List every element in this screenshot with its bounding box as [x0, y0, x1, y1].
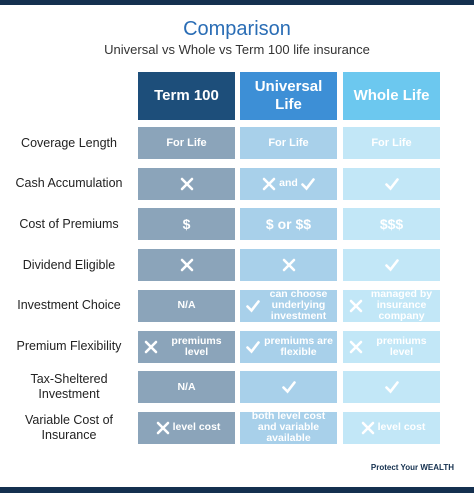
cell-text: $ or $$: [265, 215, 312, 232]
row-label: Dividend Eligible: [4, 249, 134, 281]
table-cell: $: [138, 208, 235, 241]
row-label: Tax-Sheltered Investment: [4, 371, 134, 403]
cell-text: level cost: [172, 421, 221, 434]
cell-text: both level cost and variable available: [251, 410, 326, 445]
check-icon: [281, 381, 296, 394]
cell-text: premiums are flexible: [264, 334, 333, 358]
column-header-text: Whole Life: [353, 87, 430, 104]
row-label-text: Dividend Eligible: [22, 257, 116, 272]
table-cell: level cost: [343, 411, 440, 444]
cell-text: $$$: [379, 215, 404, 232]
check-icon: [301, 177, 315, 191]
cell-text: For Life: [268, 136, 309, 149]
cell-text: level cost: [377, 421, 426, 434]
row-label-text: Variable Cost of Insurance: [24, 412, 113, 442]
logo: Protect Your WEALTH: [370, 463, 454, 472]
table-cell: [138, 167, 235, 200]
row-label: Investment Choice: [4, 290, 134, 322]
cross-icon: [349, 340, 363, 353]
check-icon: [384, 381, 399, 394]
cell-text: can choose underlying investment: [269, 288, 328, 323]
table-cell: level cost: [138, 411, 235, 444]
table-cell: and: [240, 167, 337, 200]
row-label: Cost of Premiums: [4, 208, 134, 240]
cross-icon: [180, 177, 193, 190]
cross-icon: [144, 340, 158, 353]
table-cell: N/A: [138, 289, 235, 322]
table-cell: For Life: [240, 127, 337, 159]
check-icon: [246, 340, 260, 353]
top-bar: [0, 0, 474, 5]
column-header-text: Term 100: [154, 87, 219, 104]
column-header-text: Universal Life: [254, 78, 323, 113]
table-cell: both level cost and variable available: [240, 410, 337, 445]
cross-icon: [349, 299, 363, 313]
row-label-text: Coverage Length: [21, 135, 117, 150]
check-icon: [384, 259, 399, 272]
row-label: Variable Cost of Insurance: [4, 412, 134, 444]
table-cell: [343, 167, 440, 200]
table-cell: For Life: [138, 127, 235, 159]
row-label: Coverage Length: [4, 127, 134, 159]
cell-text: managed by insurance company: [370, 288, 433, 323]
title: Comparison: [183, 18, 291, 40]
cell-text: premiums level: [376, 334, 427, 358]
row-label-text: Tax-Sheltered Investment: [30, 372, 108, 402]
check-icon: [246, 299, 260, 313]
column-header: Whole Life: [343, 72, 440, 120]
row-label: Cash Accumulation: [4, 168, 134, 200]
column-header: Universal Life: [240, 72, 337, 120]
table-cell: managed by insurance company: [343, 288, 440, 323]
row-label: Premium Flexibility: [4, 331, 134, 363]
cross-icon: [156, 421, 169, 435]
cell-text: and: [279, 177, 298, 190]
column-header: Term 100: [138, 72, 235, 120]
cross-icon: [282, 258, 295, 272]
table-cell: [240, 371, 337, 404]
table-cell: premiums level: [343, 330, 440, 363]
table-cell: [240, 249, 337, 282]
row-label-text: Cost of Premiums: [19, 216, 119, 231]
cell-text: $: [182, 215, 191, 232]
row-label-text: Investment Choice: [17, 298, 121, 313]
table-cell: [138, 249, 235, 282]
table-cell: For Life: [343, 127, 440, 159]
bottom-bar: [0, 487, 474, 493]
table-cell: [343, 249, 440, 282]
table-cell: premiums are flexible: [240, 330, 337, 363]
table-cell: can choose underlying investment: [240, 288, 337, 323]
cell-text: N/A: [177, 380, 196, 393]
cell-text: N/A: [177, 299, 196, 312]
cross-icon: [262, 177, 276, 190]
table-cell: N/A: [138, 371, 235, 404]
cell-text: For Life: [166, 136, 207, 149]
table-cell: $ or $$: [240, 208, 337, 241]
table-cell: premiums level: [138, 330, 235, 363]
table-cell: $$$: [343, 208, 440, 241]
row-label-text: Premium Flexibility: [16, 339, 122, 353]
row-label-text: Cash Accumulation: [15, 176, 123, 191]
cell-text: premiums level: [171, 334, 222, 358]
cell-text: For Life: [371, 136, 412, 149]
cross-icon: [180, 258, 193, 272]
cross-icon: [361, 421, 374, 435]
subtitle: Universal vs Whole vs Term 100 life insu…: [104, 42, 370, 57]
table-cell: [343, 371, 440, 404]
check-icon: [384, 177, 399, 191]
